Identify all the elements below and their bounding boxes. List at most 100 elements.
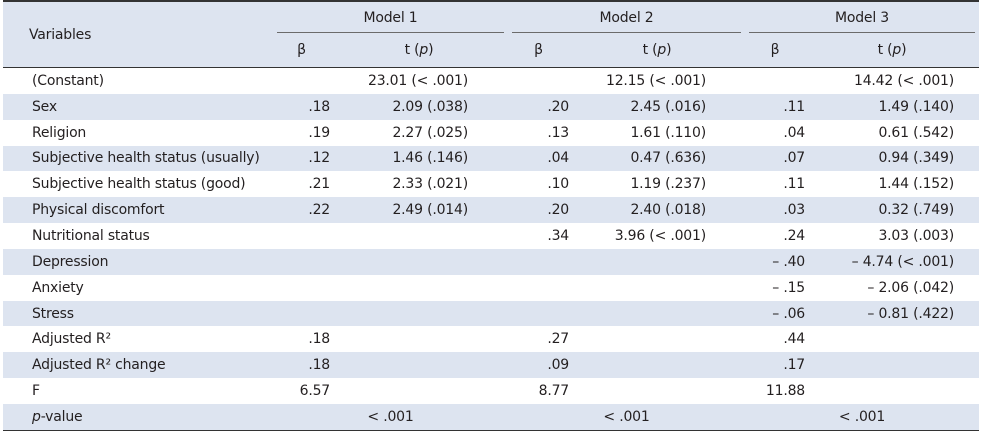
table-header: Variables Model 1 Model 2 Model 3 β t (p…	[3, 1, 979, 68]
cell-t-1	[330, 352, 508, 378]
row-label: Adjusted R² change	[32, 357, 166, 374]
row-label: Nutritional status	[32, 227, 150, 244]
cell-t-1: 2.09 (.038)	[392, 98, 468, 115]
cell-t-3	[805, 352, 979, 378]
table-body: (Constant) 23.01 (< .001) 12.15 (< .001) 14…	[3, 68, 979, 431]
cell-t-2	[569, 301, 745, 327]
table-row: Subjective health status (good) .21 2.33 (…	[3, 171, 979, 197]
header-t-2: t (p)	[642, 42, 672, 58]
header-model-3: Model 3	[745, 1, 979, 33]
table-row: Depression – .40 – 4.74 (< .001)	[3, 248, 979, 275]
cell-t-2	[569, 275, 745, 301]
cell-beta-1: .18	[308, 331, 330, 348]
cell-beta-1: .22	[308, 202, 330, 219]
row-label-pvalue: p-value	[32, 408, 83, 425]
table-row: Physical discomfort .22 2.49 (.014) .20 2.40…	[3, 197, 979, 224]
cell-t-1: 2.27 (.025)	[392, 124, 468, 141]
cell-beta-3: .11	[783, 176, 805, 193]
cell-t-1	[330, 223, 508, 249]
cell-t-2: 1.19 (.237)	[630, 176, 706, 193]
cell-t-3	[805, 378, 979, 404]
cell-beta-2: .09	[547, 357, 569, 374]
header-beta-1: β	[297, 42, 306, 58]
cell-beta-2	[508, 249, 569, 275]
table-row: Adjusted R² .18 .27 .44	[3, 326, 979, 352]
table-row: (Constant) 23.01 (< .001) 12.15 (< .001) 14…	[3, 68, 979, 94]
table-row: Religion .19 2.27 (.025) .13 1.61 (.110) .04 0…	[3, 120, 979, 146]
cell-pvalue-model-2: < .001	[603, 408, 650, 425]
header-model-2: Model 2	[508, 1, 745, 33]
cell-beta-3: – .40	[772, 253, 805, 270]
cell-beta-1: .21	[308, 176, 330, 193]
cell-beta-2: .27	[547, 331, 569, 348]
cell-beta-3: .11	[783, 98, 805, 115]
cell-t-1: 2.33 (.021)	[392, 176, 468, 193]
header-model-1: Model 1	[273, 1, 508, 33]
cell-pvalue-model-1: < .001	[367, 408, 414, 425]
cell-beta-3: .17	[783, 357, 805, 374]
cell-t-1: 23.01 (< .001)	[367, 72, 468, 89]
table-row: Stress – .06 – 0.81 (.422)	[3, 300, 979, 327]
cell-beta-2: .13	[547, 124, 569, 141]
cell-pvalue-model-3: < .001	[838, 408, 886, 425]
table-row: Adjusted R² change .18 .09 .17	[3, 352, 979, 379]
row-label: Physical discomfort	[32, 202, 165, 219]
header-t-1: t (p)	[404, 42, 434, 58]
cell-t-3: 14.42 (< .001)	[853, 72, 954, 89]
cell-t-3: – 4.74 (< .001)	[851, 253, 955, 270]
cell-beta-1	[273, 301, 330, 327]
model-1-label: Model 1	[363, 9, 418, 26]
cell-t-3: – 2.06 (.042)	[867, 279, 954, 296]
table-row-pvalue: p-value < .001 < .001 < .001	[3, 403, 979, 431]
cell-beta-2	[508, 68, 569, 94]
row-label: Depression	[32, 253, 109, 270]
cell-beta-1	[273, 223, 330, 249]
cell-beta-2	[508, 301, 569, 327]
row-label: Religion	[32, 124, 87, 141]
cell-t-2	[569, 378, 745, 404]
header-beta-2: β	[534, 42, 543, 58]
cell-beta-1: .18	[308, 357, 330, 374]
cell-t-2: 2.45 (.016)	[630, 98, 706, 115]
row-label: Sex	[32, 98, 57, 115]
cell-beta-2: .20	[547, 98, 569, 115]
table-row: Anxiety – .15 – 2.06 (.042)	[3, 275, 979, 301]
cell-t-3: 0.32 (.749)	[878, 202, 954, 219]
cell-t-2: 0.47 (.636)	[630, 150, 706, 167]
cell-t-1	[330, 301, 508, 327]
cell-beta-3: .07	[783, 150, 805, 167]
cell-t-3: 1.49 (.140)	[878, 98, 954, 115]
cell-t-3: – 0.81 (.422)	[867, 305, 954, 322]
cell-t-2	[569, 352, 745, 378]
cell-beta-3: .24	[783, 227, 805, 244]
model-3-label: Model 3	[835, 9, 889, 26]
row-label: (Constant)	[32, 72, 104, 89]
cell-beta-3: 11.88	[765, 383, 805, 400]
cell-beta-1: .19	[308, 124, 330, 141]
regression-table: Variables Model 1 Model 2 Model 3 β t (p…	[3, 0, 979, 431]
cell-beta-1	[273, 68, 330, 94]
header-t-3: t (p)	[877, 42, 907, 58]
cell-beta-2: .20	[547, 202, 569, 219]
cell-t-2	[569, 326, 745, 352]
cell-t-3	[805, 326, 979, 352]
cell-beta-3: – .15	[772, 279, 805, 296]
row-label: Anxiety	[32, 279, 84, 296]
row-label: Adjusted R²	[32, 331, 111, 348]
row-label: Subjective health status (good)	[32, 176, 246, 193]
header-variables: Variables	[29, 26, 92, 43]
row-label: F	[32, 383, 40, 400]
cell-beta-2: .10	[547, 176, 569, 193]
cell-t-1: 1.46 (.146)	[392, 150, 468, 167]
cell-t-3: 0.94 (.349)	[878, 150, 954, 167]
cell-beta-2	[508, 275, 569, 301]
cell-t-2	[569, 249, 745, 275]
cell-t-1	[330, 249, 508, 275]
header-beta-3: β	[770, 42, 780, 58]
cell-t-1	[330, 326, 508, 352]
table-row: Nutritional status .34 3.96 (< .001) .24 3.0…	[3, 223, 979, 249]
cell-beta-3: – .06	[772, 305, 805, 322]
cell-beta-3: .04	[783, 124, 805, 141]
table-row: Sex .18 2.09 (.038) .20 2.45 (.016) .11 1.49 (…	[3, 93, 979, 120]
